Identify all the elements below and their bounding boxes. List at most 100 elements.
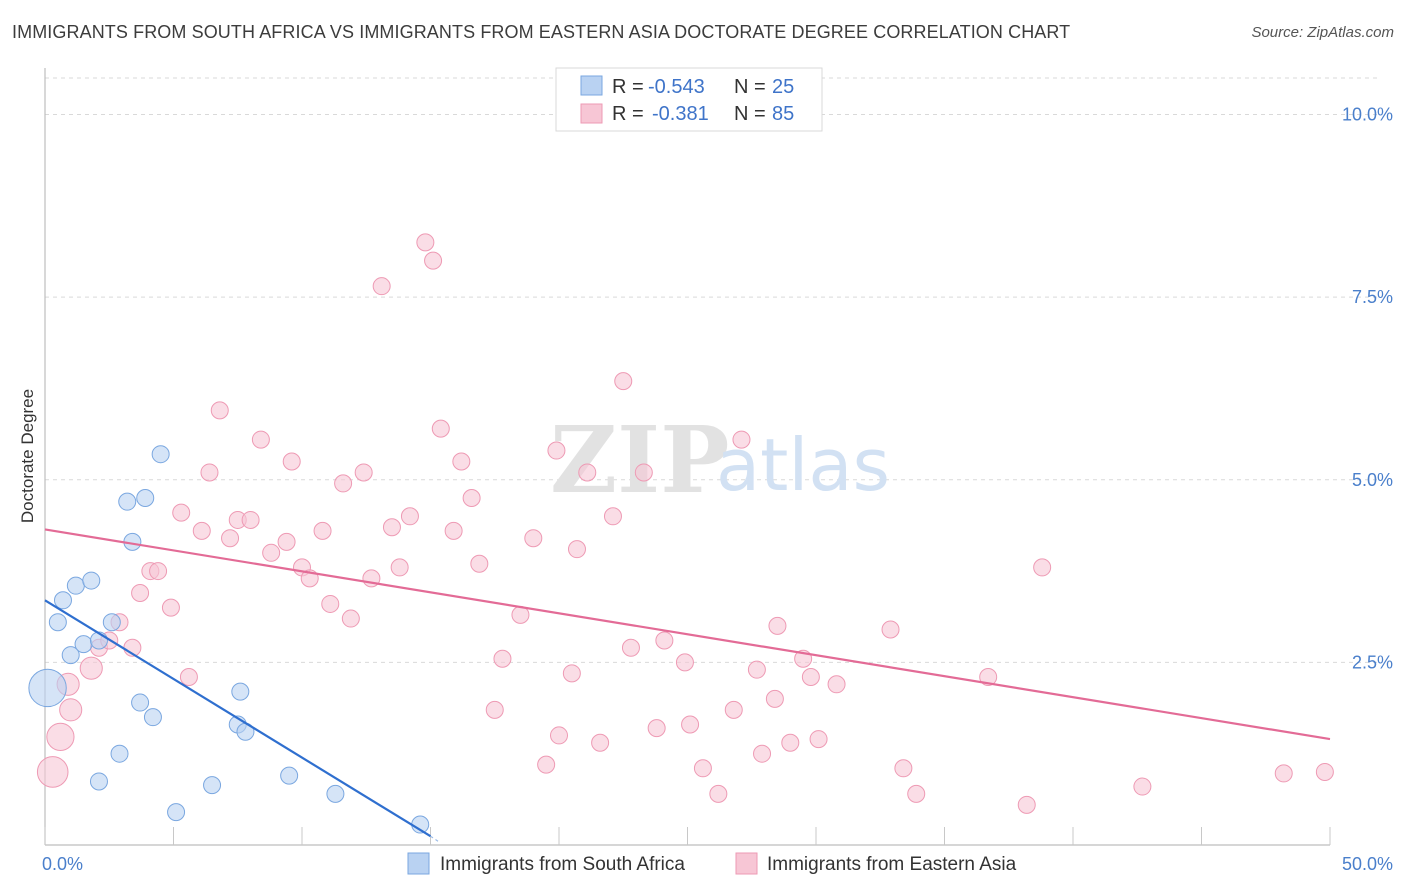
data-point	[28, 668, 67, 708]
data-point	[61, 646, 80, 665]
data-point	[1017, 795, 1036, 814]
data-point	[485, 700, 504, 719]
data-point	[1274, 764, 1293, 783]
data-point	[732, 430, 751, 449]
data-point	[36, 756, 69, 788]
y-tick-labels: 2.5% 5.0% 7.5% 10.0%	[1342, 105, 1393, 673]
data-point	[210, 401, 229, 420]
data-point	[143, 708, 162, 727]
data-point	[747, 660, 766, 679]
data-point	[341, 609, 360, 628]
legend-swatch-pink	[580, 103, 603, 124]
data-point	[1133, 777, 1152, 796]
data-point	[313, 521, 332, 540]
data-point	[221, 529, 240, 548]
trend-lines	[44, 528, 1331, 842]
data-point	[634, 463, 653, 482]
data-point	[724, 700, 743, 719]
data-point	[768, 616, 787, 635]
legend-r-value: -0.381	[652, 103, 709, 125]
legend-n-label: N =	[734, 103, 766, 125]
data-point	[444, 521, 463, 540]
data-point	[603, 507, 622, 526]
data-point	[74, 635, 93, 654]
data-point	[136, 489, 155, 508]
data-point	[46, 722, 75, 751]
data-point	[614, 372, 633, 391]
data-point	[578, 463, 597, 482]
data-point	[167, 803, 186, 822]
data-point	[693, 759, 712, 778]
data-point	[591, 733, 610, 752]
data-point	[647, 719, 666, 738]
data-point	[79, 656, 103, 680]
trend-line-eastern-asia	[44, 528, 1331, 741]
data-point	[241, 510, 260, 529]
series-swatch-blue	[407, 852, 430, 875]
data-point	[753, 744, 772, 763]
data-point	[282, 452, 301, 471]
data-point	[277, 532, 296, 551]
data-point	[894, 759, 913, 778]
data-point	[354, 463, 373, 482]
data-point	[326, 784, 345, 803]
data-point	[416, 233, 435, 252]
data-point	[372, 277, 391, 296]
data-point	[675, 653, 694, 672]
legend-r-value: -0.543	[648, 76, 705, 98]
series-label-south-africa: Immigrants from South Africa	[440, 854, 685, 875]
data-point	[470, 554, 489, 573]
data-point	[118, 492, 137, 511]
correlation-legend: R = -0.543 N = 25 R = -0.381 N = 85	[555, 67, 823, 132]
data-point	[524, 529, 543, 548]
legend-r-label: R =	[612, 76, 644, 98]
y-tick-label: 2.5%	[1352, 652, 1393, 672]
data-point	[765, 689, 784, 708]
data-point	[149, 562, 168, 581]
data-point	[280, 766, 299, 785]
gridlines	[45, 77, 1380, 663]
data-point	[321, 594, 340, 613]
source-credit: Source: ZipAtlas.com	[1251, 24, 1394, 41]
data-point	[151, 445, 170, 464]
data-point	[781, 733, 800, 752]
data-point	[382, 518, 401, 537]
data-point	[493, 649, 512, 668]
data-point	[709, 784, 728, 803]
data-point	[200, 463, 219, 482]
data-point	[251, 430, 270, 449]
data-point	[110, 744, 129, 763]
legend-r-label: R =	[612, 103, 644, 125]
data-point	[82, 571, 101, 590]
data-point	[424, 251, 443, 270]
x-tick-label-max: 50.0%	[1342, 854, 1393, 874]
data-point	[431, 419, 450, 438]
data-point	[400, 507, 419, 526]
y-tick-label: 7.5%	[1352, 287, 1393, 307]
data-point	[102, 613, 121, 632]
watermark-zip: ZIP	[550, 406, 729, 514]
data-point	[203, 776, 222, 795]
series-label-eastern-asia: Immigrants from Eastern Asia	[767, 854, 1017, 875]
data-point	[567, 540, 586, 559]
x-tick-marks	[44, 827, 1331, 845]
data-point	[979, 667, 998, 686]
data-point	[452, 452, 471, 471]
y-tick-label: 5.0%	[1352, 470, 1393, 490]
data-point	[66, 576, 85, 595]
data-point	[621, 638, 640, 657]
data-point	[550, 726, 568, 745]
data-point	[131, 583, 150, 602]
data-point	[801, 667, 820, 686]
x-tick-label-min: 0.0%	[42, 854, 83, 874]
data-point	[827, 675, 846, 694]
y-tick-label: 10.0%	[1342, 105, 1393, 125]
data-point	[1315, 762, 1334, 781]
data-point	[462, 489, 481, 508]
data-point	[262, 543, 281, 562]
series-swatch-pink	[735, 852, 758, 875]
data-point	[53, 591, 72, 610]
data-point	[161, 598, 180, 617]
data-point	[172, 503, 191, 522]
legend-n-value: 85	[772, 103, 794, 125]
